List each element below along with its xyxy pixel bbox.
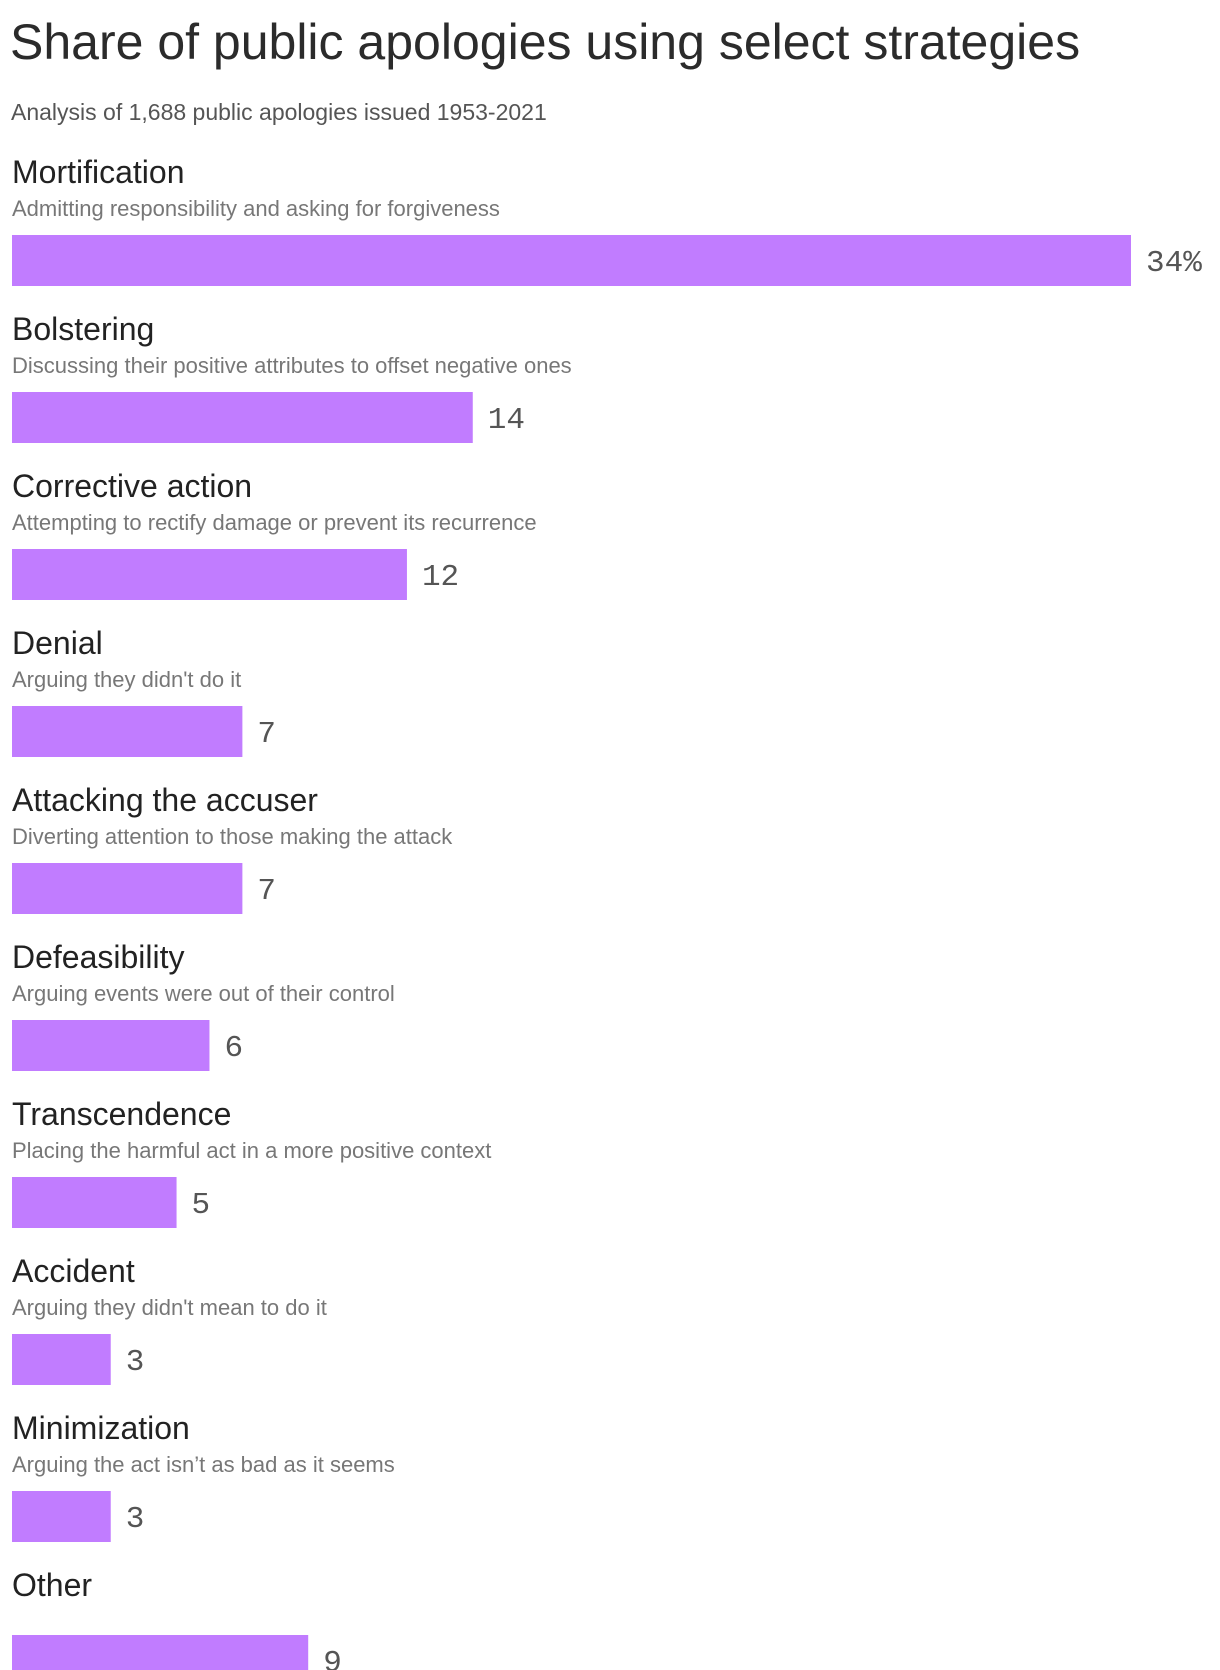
bar-other <box>12 1635 309 1670</box>
bar-accident <box>12 1334 111 1385</box>
category-description-attacking-the-accuser: Diverting attention to those making the … <box>12 824 453 849</box>
category-label-accident: Accident <box>12 1253 135 1289</box>
chart-subtitle: Analysis of 1,688 public apologies issue… <box>11 99 547 125</box>
value-label-corrective-action: 12 <box>422 560 459 595</box>
value-label-bolstering: 14 <box>488 403 525 438</box>
value-label-defeasibility: 6 <box>224 1031 243 1066</box>
bar-denial <box>12 706 243 757</box>
bar-minimization <box>12 1491 111 1542</box>
chart-title: Share of public apologies using select s… <box>10 14 1080 70</box>
value-label-other: 9 <box>323 1646 342 1670</box>
category-description-transcendence: Placing the harmful act in a more positi… <box>12 1138 491 1163</box>
category-description-corrective-action: Attempting to rectify damage or prevent … <box>12 510 537 535</box>
category-label-corrective-action: Corrective action <box>12 468 252 504</box>
category-description-accident: Arguing they didn't mean to do it <box>12 1295 327 1320</box>
bar-mortification <box>12 235 1131 286</box>
bar-bolstering <box>12 392 473 443</box>
value-label-mortification: 34% <box>1146 246 1202 281</box>
category-label-other: Other <box>12 1567 92 1603</box>
value-label-accident: 3 <box>126 1345 145 1380</box>
category-description-denial: Arguing they didn't do it <box>12 667 241 692</box>
bar-group: Mortification Admitting responsibility an… <box>12 154 1202 1670</box>
bar-attacking-the-accuser <box>12 863 243 914</box>
value-label-denial: 7 <box>257 717 276 752</box>
category-description-mortification: Admitting responsibility and asking for … <box>12 196 500 221</box>
value-label-minimization: 3 <box>126 1502 145 1537</box>
category-description-minimization: Arguing the act isn’t as bad as it seems <box>12 1452 395 1477</box>
category-label-mortification: Mortification <box>12 154 185 190</box>
category-label-transcendence: Transcendence <box>12 1096 231 1132</box>
category-description-bolstering: Discussing their positive attributes to … <box>12 353 572 378</box>
value-label-attacking-the-accuser: 7 <box>257 874 276 909</box>
bar-defeasibility <box>12 1020 210 1071</box>
category-label-attacking-the-accuser: Attacking the accuser <box>12 782 318 818</box>
bar-transcendence <box>12 1177 177 1228</box>
category-label-minimization: Minimization <box>12 1410 190 1446</box>
category-label-denial: Denial <box>12 625 103 661</box>
bar-corrective-action <box>12 549 407 600</box>
value-label-transcendence: 5 <box>192 1188 211 1223</box>
category-label-bolstering: Bolstering <box>12 311 154 347</box>
category-description-defeasibility: Arguing events were out of their control <box>12 981 395 1006</box>
category-label-defeasibility: Defeasibility <box>12 939 185 975</box>
